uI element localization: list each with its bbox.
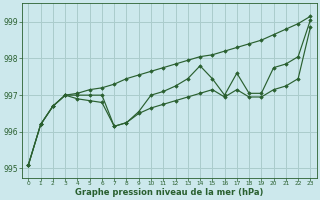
X-axis label: Graphe pression niveau de la mer (hPa): Graphe pression niveau de la mer (hPa) bbox=[75, 188, 264, 197]
